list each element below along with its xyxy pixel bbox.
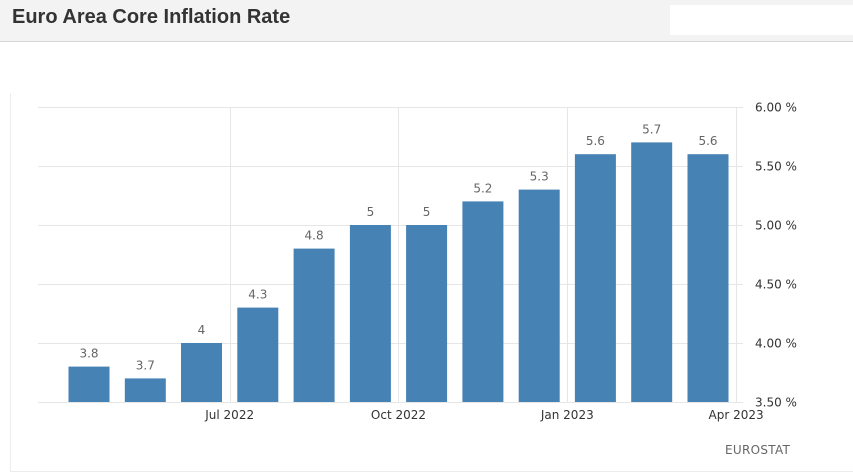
bar <box>181 343 222 402</box>
y-tick-label: 4.00 % <box>755 337 797 351</box>
data-label: 5 <box>367 205 375 219</box>
bar <box>68 366 110 402</box>
data-label: 5.3 <box>530 170 549 184</box>
header-bar: Euro Area Core Inflation Rate <box>0 0 853 42</box>
data-label: 4 <box>198 323 206 337</box>
x-tick-label: Oct 2022 <box>371 408 426 422</box>
bar <box>124 378 166 402</box>
x-tick-label: Jul 2022 <box>204 408 254 422</box>
bar <box>349 225 391 402</box>
data-label: 5.6 <box>586 134 605 148</box>
x-axis-ticks: Jul 2022 Oct 2022 Jan 2023 Apr 2023 <box>204 408 763 422</box>
data-label: 3.7 <box>136 358 155 372</box>
y-tick-label: 3.50 % <box>755 396 797 410</box>
data-label: 5 <box>423 205 431 219</box>
x-tick-label: Apr 2023 <box>709 408 764 422</box>
data-label: 4.8 <box>305 229 324 243</box>
y-axis-ticks: 3.50 % 4.00 % 4.50 % 5.00 % 5.50 % 6.00 % <box>755 101 797 410</box>
x-tick-label: Jan 2023 <box>540 408 594 422</box>
bar <box>237 307 279 402</box>
bar <box>574 154 616 402</box>
bar <box>518 189 560 402</box>
y-tick-label: 6.00 % <box>755 101 797 115</box>
data-label: 5.7 <box>642 122 661 136</box>
bars <box>68 142 729 402</box>
bar <box>631 142 673 402</box>
y-tick-label: 5.00 % <box>755 219 797 233</box>
chart-frame <box>10 93 853 472</box>
data-label: 3.8 <box>79 347 98 361</box>
bar <box>406 225 448 402</box>
data-label: 4.3 <box>248 288 267 302</box>
data-labels: 3.8 3.7 4 4.3 4.8 5 5 5.2 5.3 5.6 5.7 5.6 <box>79 122 717 372</box>
header-search-box[interactable] <box>670 5 853 35</box>
bar <box>293 248 335 402</box>
data-label: 5.6 <box>698 134 717 148</box>
page-title: Euro Area Core Inflation Rate <box>12 6 291 28</box>
bar <box>462 201 504 402</box>
data-label: 5.2 <box>473 181 492 195</box>
bar <box>687 154 729 402</box>
y-tick-label: 4.50 % <box>755 278 797 292</box>
source-label: EUROSTAT <box>725 443 791 457</box>
y-tick-label: 5.50 % <box>755 160 797 174</box>
